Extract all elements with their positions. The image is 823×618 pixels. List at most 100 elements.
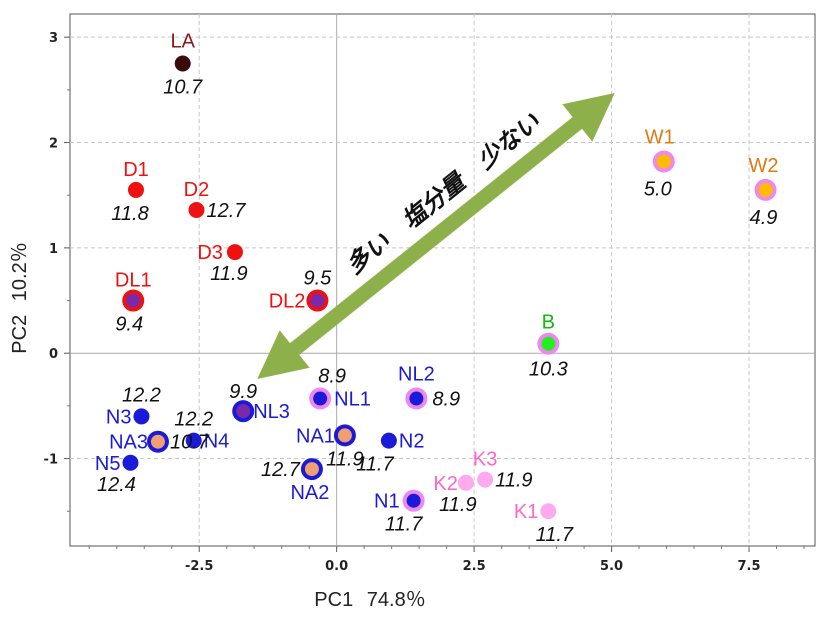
point-w1: W1 5.0 <box>644 126 675 200</box>
point-value-label: 11.9 <box>495 470 532 492</box>
point-marker <box>304 462 319 477</box>
point-d1: D1 11.8 <box>111 159 149 225</box>
point-marker <box>310 293 325 308</box>
point-value-label: 5.0 <box>644 178 672 200</box>
point-name-label: K2 <box>433 473 457 495</box>
point-dl1: DL1 9.4 <box>115 270 152 336</box>
x-tick-label: 0.0 <box>325 559 348 574</box>
point-marker <box>457 474 474 491</box>
point-marker <box>409 391 424 406</box>
point-name-label: LA <box>170 31 195 53</box>
point-marker <box>380 432 397 449</box>
y-tick-label: 2 <box>49 137 58 152</box>
data-points: LA10.7D111.8D212.7D311.9DL19.4DL29.5W15.… <box>95 31 779 547</box>
point-name-label: NL3 <box>253 401 290 423</box>
point-marker <box>656 154 671 169</box>
point-marker <box>188 201 205 218</box>
point-name-label: N5 <box>95 453 121 475</box>
point-value-label: 11.9 <box>326 448 363 470</box>
y-axis-title: PC2 10.2％ <box>9 242 31 353</box>
point-marker <box>174 55 191 72</box>
point-marker <box>477 471 494 488</box>
point-marker <box>406 493 421 508</box>
y-tick-label: 0 <box>49 347 58 362</box>
point-name-label: K1 <box>514 501 538 523</box>
point-marker <box>540 503 557 520</box>
y-tick-label: 1 <box>49 242 58 257</box>
point-marker <box>122 454 139 471</box>
y-axis-name: PC2 <box>9 315 31 354</box>
x-tick-label: -2.5 <box>185 559 213 574</box>
point-name-label: N2 <box>399 431 425 453</box>
point-marker <box>127 181 144 198</box>
point-value-label: 4.9 <box>750 207 778 229</box>
point-value-label: 8.9 <box>432 389 460 411</box>
point-value-label: 11.7 <box>536 524 574 546</box>
x-tick-label: 7.5 <box>738 559 761 574</box>
point-name-label: N1 <box>374 491 400 513</box>
point-value-label: 8.9 <box>318 366 346 388</box>
x-axis-percent: 74.8％ <box>367 589 426 611</box>
point-marker <box>758 182 773 197</box>
point-value-label: 12.2 <box>174 409 213 431</box>
point-name-label: N3 <box>106 406 132 428</box>
x-tick-label: 2.5 <box>463 559 486 574</box>
x-axis-name: PC1 <box>314 589 353 611</box>
y-tick-label: -1 <box>44 453 58 468</box>
point-marker <box>150 434 165 449</box>
point-value-label: 11.8 <box>111 203 148 225</box>
point-marker <box>226 244 243 261</box>
point-value-label: 11.7 <box>385 514 423 536</box>
point-marker <box>133 408 150 425</box>
point-value-label: 12.7 <box>261 459 301 481</box>
point-marker <box>541 336 556 351</box>
point-value-label: 9.9 <box>229 381 257 403</box>
point-value-label: 11.7 <box>356 454 394 476</box>
point-name-label: W1 <box>645 126 675 148</box>
x-tick-label: 5.0 <box>600 559 623 574</box>
y-tick-label: 3 <box>49 31 58 46</box>
point-name-label: NL2 <box>398 364 435 386</box>
point-w2: W2 4.9 <box>749 155 779 229</box>
point-value-label: 9.4 <box>115 314 143 336</box>
salt-double-arrow <box>257 93 615 379</box>
point-marker <box>185 432 202 449</box>
x-axis-title: PC1 74.8％ <box>314 589 425 611</box>
point-la: LA 10.7 <box>163 31 203 99</box>
y-axis-percent: 10.2％ <box>9 242 31 301</box>
point-name-label: D3 <box>197 242 223 264</box>
point-name-label: W2 <box>749 155 779 177</box>
point-name-label: D2 <box>184 179 210 201</box>
point-name-label: NA2 <box>290 482 329 504</box>
point-value-label: 12.7 <box>206 200 246 222</box>
point-value-label: 10.7 <box>163 77 203 99</box>
point-name-label: D1 <box>123 159 149 181</box>
point-value-label: 12.4 <box>97 474 136 496</box>
axis-ticks: -2.5 0.0 2.5 5.0 7.5 -1 0 1 2 3 <box>44 31 805 574</box>
point-name-label: B <box>542 312 555 334</box>
point-marker <box>337 428 352 443</box>
point-name-label: K3 <box>473 449 497 471</box>
point-marker <box>126 293 141 308</box>
point-value-label: 9.5 <box>304 268 333 290</box>
point-value-label: 12.2 <box>122 384 161 406</box>
point-marker <box>313 391 328 406</box>
point-marker <box>236 404 251 419</box>
point-na3: NA3 10.7 <box>109 430 210 454</box>
point-name-label: NA3 <box>109 432 148 454</box>
